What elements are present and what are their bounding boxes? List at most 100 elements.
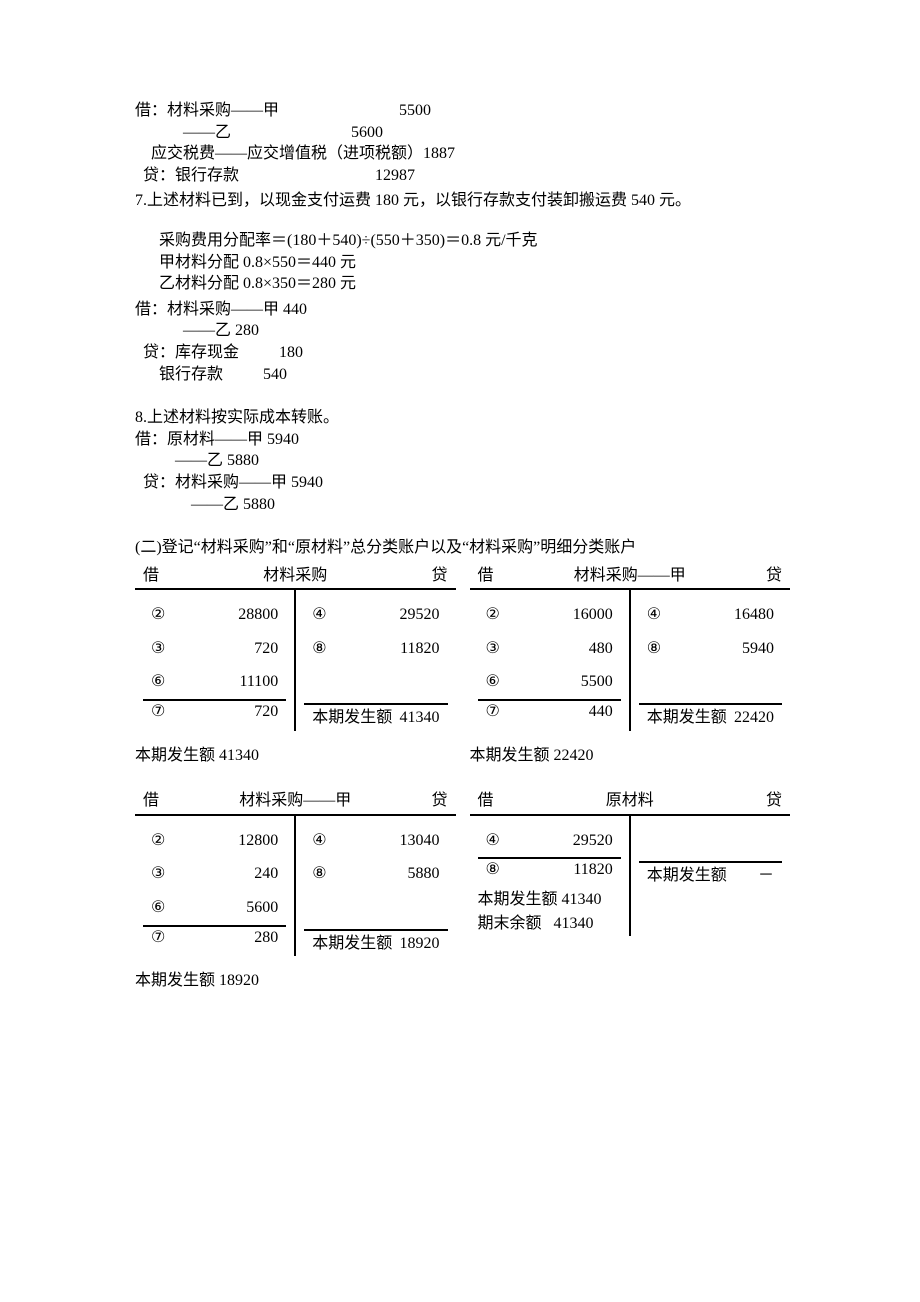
question-7: 7.上述材料已到，以现金支付运费 180 元，以银行存款支付装卸搬运费 540 … [135, 190, 790, 212]
debit-label: 借 [143, 565, 159, 587]
t-account-title: 材料采购——甲 [159, 790, 431, 812]
entry-value: 13040 [400, 830, 440, 852]
debit-label: 借 [478, 565, 494, 587]
entry-value: 280 [254, 927, 278, 949]
period-label: 本期发生额 [647, 707, 727, 729]
calc-line: 乙材料分配 0.8×350＝280 元 [135, 273, 790, 295]
t-account-title: 材料采购 [159, 565, 431, 587]
t-account-title: 材料采购——甲 [494, 565, 766, 587]
entry-value: 720 [254, 638, 278, 660]
credit-period-total: 本期发生额 22420 [639, 703, 782, 731]
t-account-header: 借 材料采购 贷 [135, 565, 456, 591]
entry-line: 借：材料采购——甲 440 [135, 299, 790, 321]
question-8: 8.上述材料按实际成本转账。 [135, 407, 790, 429]
entry-ref: ④ [486, 830, 500, 852]
entry-ref: ⑦ [151, 927, 165, 949]
credit-period-total: 本期发生额 － [639, 861, 782, 889]
debit-label: 借 [478, 790, 494, 812]
entry-value: 11820 [573, 859, 612, 881]
period-value: － [758, 865, 774, 887]
entry-value: 5600 [246, 897, 278, 919]
period-value: 41340 [400, 707, 440, 729]
period-label: 本期发生额 [312, 933, 392, 955]
credit-label: 贷 [431, 790, 447, 812]
entry-line: 应交税费——应交增值税（进项税额）1887 [135, 143, 790, 165]
period-value: 41340 [219, 747, 259, 764]
calc-block: 采购费用分配率＝(180＋540)÷(550＋350)＝0.8 元/千克 甲材料… [135, 230, 790, 295]
debit-period-total: 本期发生额 22420 [470, 745, 791, 767]
t-account-row-1: 借 材料采购 贷 ②28800 ③720 ⑥11100 ⑦720 ④29520 … [135, 565, 790, 767]
entry-ref: ⑧ [647, 638, 661, 660]
entry-value: 5500 [581, 671, 613, 693]
period-value: 41340 [562, 891, 602, 908]
calc-line: 甲材料分配 0.8×550＝440 元 [135, 252, 790, 274]
ending-balance: 期末余额 41340 [474, 913, 625, 937]
t-account-material-procurement-a-2: 借 材料采购——甲 贷 ②12800 ③240 ⑥5600 ⑦280 ④1304… [135, 790, 456, 992]
entry-ref: ⑧ [486, 859, 500, 881]
entry-7: 借：材料采购——甲 440 ——乙 280 贷：库存现金 180 银行存款 54… [135, 299, 790, 385]
debit-label: 借 [143, 790, 159, 812]
entry-line: 借：原材料——甲 5940 [135, 429, 790, 451]
period-label: 本期发生额 [135, 747, 215, 764]
entry-ref: ⑧ [312, 638, 326, 660]
debit-period-total: 本期发生额 41340 [135, 745, 456, 767]
entry-line: ——乙 5600 [135, 122, 790, 144]
entry-ref: ③ [486, 638, 500, 660]
period-value: 18920 [400, 933, 440, 955]
entry-ref: ④ [647, 604, 661, 626]
credit-label: 贷 [766, 565, 782, 587]
entry-ref: ⑥ [486, 671, 500, 693]
t-account-debit-column: ② 16000 ③ 480 ⑥ 5500 ⑦ 440 [470, 590, 631, 730]
t-account-debit-column: ②12800 ③240 ⑥5600 ⑦280 [135, 816, 296, 956]
entry-value: 16000 [573, 604, 613, 626]
entry-ref: ② [151, 604, 165, 626]
entry-value: 29520 [573, 830, 613, 852]
period-value: 22420 [734, 707, 774, 729]
t-account-credit-column: 本期发生额 － [631, 816, 790, 936]
period-label: 本期发生额 [647, 865, 727, 887]
entry-value: 28800 [238, 604, 278, 626]
section-2-heading: (二)登记“材料采购”和“原材料”总分类账户以及“材料采购”明细分类账户 [135, 537, 790, 559]
entry-6: 借：材料采购——甲 5500 ——乙 5600 应交税费——应交增值税（进项税额… [135, 100, 790, 186]
entry-value: 11100 [239, 671, 278, 693]
entry-value: 240 [254, 863, 278, 885]
entry-ref: ② [151, 830, 165, 852]
entry-value: 5940 [742, 638, 774, 660]
period-label: 本期发生额 [470, 747, 550, 764]
t-account-header: 借 原材料 贷 [470, 790, 791, 816]
entry-value: 16480 [734, 604, 774, 626]
entry-line: 贷：材料采购——甲 5940 [135, 472, 790, 494]
period-value: 22420 [554, 747, 594, 764]
entry-ref: ④ [312, 604, 326, 626]
entry-8: 借：原材料——甲 5940 ——乙 5880 贷：材料采购——甲 5940 ——… [135, 429, 790, 515]
period-label: 本期发生额 [478, 891, 558, 908]
period-value: 18920 [219, 972, 259, 989]
credit-label: 贷 [431, 565, 447, 587]
ending-value: 41340 [554, 915, 594, 932]
entry-ref: ⑦ [151, 701, 165, 723]
entry-ref: ② [486, 604, 500, 626]
entry-value: 29520 [400, 604, 440, 626]
entry-line: ——乙 5880 [135, 450, 790, 472]
credit-label: 贷 [766, 790, 782, 812]
entry-ref: ⑦ [486, 701, 500, 723]
t-account-material-procurement-a: 借 材料采购——甲 贷 ② 16000 ③ 480 ⑥ 5500 ⑦ 440 ④ 1648… [470, 565, 791, 767]
entry-value: 5880 [408, 863, 440, 885]
t-account-debit-column: ②28800 ③720 ⑥11100 ⑦720 [135, 590, 296, 730]
t-account-header: 借 材料采购——甲 贷 [135, 790, 456, 816]
entry-ref: ④ [312, 830, 326, 852]
entry-line: ——乙 5880 [135, 494, 790, 516]
ending-label: 期末余额 [478, 915, 542, 932]
entry-value: 440 [589, 701, 613, 723]
t-account-title: 原材料 [494, 790, 766, 812]
entry-ref: ③ [151, 638, 165, 660]
debit-period-total: 本期发生额 41340 [474, 883, 625, 913]
t-account-row-2: 借 材料采购——甲 贷 ②12800 ③240 ⑥5600 ⑦280 ④1304… [135, 790, 790, 992]
entry-ref: ⑧ [312, 863, 326, 885]
entry-ref: ⑥ [151, 671, 165, 693]
entry-value: 480 [589, 638, 613, 660]
period-label: 本期发生额 [135, 972, 215, 989]
t-account-material-procurement: 借 材料采购 贷 ②28800 ③720 ⑥11100 ⑦720 ④29520 … [135, 565, 456, 767]
entry-value: 11820 [400, 638, 439, 660]
t-account-debit-column: ④ 29520 ⑧ 11820 本期发生额 41340 期末余额 41340 [470, 816, 631, 936]
